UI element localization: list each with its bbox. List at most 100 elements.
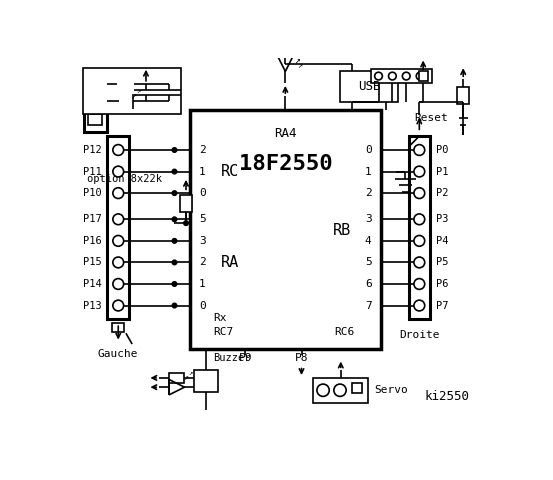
Circle shape <box>113 144 124 156</box>
Circle shape <box>113 300 124 311</box>
Bar <box>340 72 398 102</box>
Text: 5: 5 <box>199 214 206 224</box>
Text: RB: RB <box>333 223 352 238</box>
Circle shape <box>113 188 124 199</box>
Text: RC7: RC7 <box>213 327 233 337</box>
Circle shape <box>172 191 177 195</box>
Bar <box>194 370 218 392</box>
Circle shape <box>414 188 425 199</box>
Text: ki2550: ki2550 <box>425 390 469 403</box>
Circle shape <box>374 72 382 80</box>
Circle shape <box>172 148 177 152</box>
Text: 1: 1 <box>199 167 206 177</box>
Text: 0: 0 <box>199 300 206 311</box>
Text: RA4: RA4 <box>274 127 296 140</box>
Text: USB: USB <box>358 80 380 93</box>
Circle shape <box>414 214 425 225</box>
Text: P7: P7 <box>436 300 448 311</box>
Text: 3: 3 <box>365 214 372 224</box>
Text: RA: RA <box>221 255 239 270</box>
Circle shape <box>172 239 177 243</box>
Text: P12: P12 <box>82 145 101 155</box>
Circle shape <box>113 214 124 225</box>
Text: ↗: ↗ <box>189 370 193 376</box>
Text: P3: P3 <box>436 214 448 224</box>
Circle shape <box>172 169 177 174</box>
Circle shape <box>414 236 425 246</box>
Text: 4: 4 <box>365 236 372 246</box>
Text: ↗: ↗ <box>136 88 140 94</box>
Bar <box>457 87 469 104</box>
Circle shape <box>414 166 425 177</box>
Circle shape <box>389 72 396 80</box>
Bar <box>352 383 362 393</box>
Text: Servo: Servo <box>375 385 409 395</box>
Circle shape <box>414 144 425 156</box>
Circle shape <box>334 384 346 396</box>
Circle shape <box>113 278 124 289</box>
Bar <box>169 373 185 383</box>
Text: P6: P6 <box>436 279 448 289</box>
Text: 6: 6 <box>365 279 372 289</box>
Text: P13: P13 <box>82 300 101 311</box>
Bar <box>279 35 291 51</box>
Circle shape <box>113 236 124 246</box>
Circle shape <box>414 300 425 311</box>
Text: Reset: Reset <box>414 113 448 123</box>
Circle shape <box>414 257 425 268</box>
Text: P14: P14 <box>82 279 101 289</box>
Text: 0: 0 <box>365 145 372 155</box>
Bar <box>180 195 192 212</box>
Circle shape <box>90 96 102 108</box>
Bar <box>83 68 181 114</box>
Text: 1: 1 <box>199 279 206 289</box>
Text: P9: P9 <box>238 353 252 363</box>
Circle shape <box>172 282 177 286</box>
Bar <box>190 110 381 348</box>
Text: ↗: ↗ <box>295 55 300 65</box>
Text: Buzzer: Buzzer <box>213 353 251 363</box>
Text: P0: P0 <box>436 145 448 155</box>
Text: P4: P4 <box>436 236 448 246</box>
Bar <box>85 72 107 132</box>
Text: P15: P15 <box>82 257 101 267</box>
Text: RC: RC <box>221 164 239 179</box>
Text: P1: P1 <box>436 167 448 177</box>
Text: 5: 5 <box>365 257 372 267</box>
Text: P17: P17 <box>82 214 101 224</box>
Circle shape <box>172 303 177 308</box>
Text: 1: 1 <box>365 167 372 177</box>
Text: Droite: Droite <box>399 330 440 340</box>
Text: P11: P11 <box>82 167 101 177</box>
Text: 2: 2 <box>199 145 206 155</box>
Text: option 8x22k: option 8x22k <box>87 174 162 184</box>
Circle shape <box>113 257 124 268</box>
Circle shape <box>416 72 424 80</box>
Text: 0: 0 <box>199 188 206 198</box>
Text: P5: P5 <box>436 257 448 267</box>
Bar <box>313 378 368 403</box>
Bar <box>117 79 134 88</box>
Bar <box>112 323 124 333</box>
Circle shape <box>414 278 425 289</box>
Text: 2: 2 <box>365 188 372 198</box>
Text: Rx: Rx <box>213 313 227 323</box>
Bar <box>371 69 432 83</box>
Text: 18F2550: 18F2550 <box>238 154 332 174</box>
Text: RC6: RC6 <box>335 327 355 337</box>
Circle shape <box>113 166 124 177</box>
Text: P10: P10 <box>82 188 101 198</box>
Circle shape <box>184 221 189 226</box>
Circle shape <box>90 78 102 90</box>
Text: P2: P2 <box>436 188 448 198</box>
Text: ↗: ↗ <box>298 61 302 70</box>
Text: P16: P16 <box>82 236 101 246</box>
Circle shape <box>403 72 410 80</box>
Circle shape <box>317 384 329 396</box>
Text: 3: 3 <box>199 236 206 246</box>
Text: ↗: ↗ <box>184 373 189 383</box>
Bar <box>409 136 430 319</box>
Text: 7: 7 <box>365 300 372 311</box>
Text: P8: P8 <box>295 353 308 363</box>
Text: ↗: ↗ <box>131 91 136 100</box>
